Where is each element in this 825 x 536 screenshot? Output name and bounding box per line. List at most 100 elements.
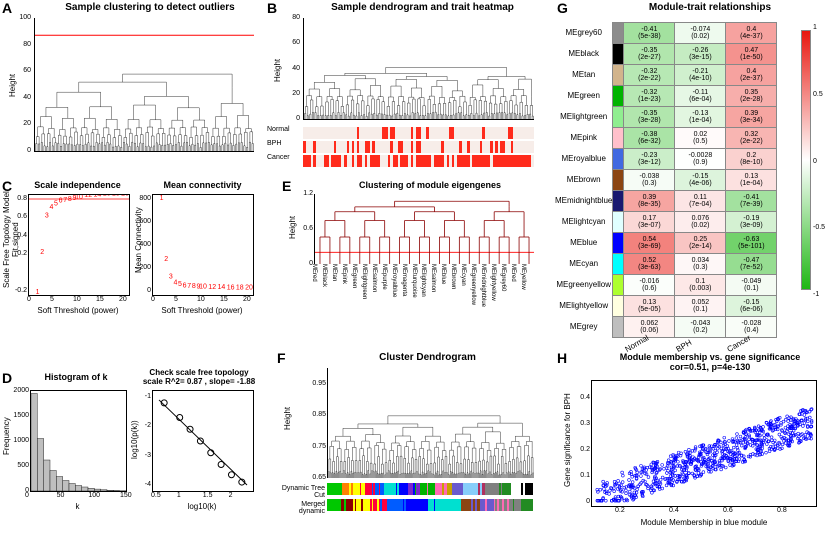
figure: A Sample clustering to detect outliers H… bbox=[0, 0, 825, 536]
heatmap-cell: 0.4(4e-37) bbox=[726, 23, 777, 44]
module-row-label: MEgrey60 bbox=[555, 23, 613, 44]
heatmap-cell: 0.11(7e-04) bbox=[675, 191, 726, 212]
module-leaf-label: MEblack bbox=[321, 264, 327, 287]
panel-b-letter: B bbox=[267, 0, 277, 16]
module-row-label: MEgrey bbox=[555, 317, 613, 338]
trait-row: BPH bbox=[303, 140, 534, 152]
module-leaf-label: MEgrey60 bbox=[500, 264, 506, 291]
panel-d-right-plot: 0.511.52-4-3-2-1 bbox=[152, 390, 254, 492]
module-color-chip bbox=[613, 275, 624, 296]
svg-text:6: 6 bbox=[183, 282, 187, 289]
svg-text:18: 18 bbox=[112, 195, 120, 197]
heatmap-cell: 0.25(2e-14) bbox=[675, 233, 726, 254]
module-leaf-label: MEtan bbox=[331, 264, 337, 281]
heatmap-cell: -0.35(2e-27) bbox=[624, 44, 675, 65]
heatmap-cell: -0.63(5e-101) bbox=[726, 233, 777, 254]
module-trait-table: MEgrey60 -0.41(5e-38)-0.074(0.02)0.4(4e-3… bbox=[555, 22, 777, 364]
panel-a-ylabel: Height bbox=[8, 20, 17, 150]
panel-d-left-xlabel: k bbox=[30, 502, 125, 511]
svg-text:14: 14 bbox=[94, 195, 102, 198]
svg-text:7: 7 bbox=[187, 283, 191, 290]
module-color-chip bbox=[613, 65, 624, 86]
panel-d-right-svg bbox=[153, 391, 253, 491]
svg-text:12: 12 bbox=[208, 284, 216, 291]
module-color-chip bbox=[613, 44, 624, 65]
svg-text:14: 14 bbox=[218, 284, 226, 291]
heatmap-cell: 0.13(1e-04) bbox=[726, 170, 777, 191]
heatmap-cell: 0.32(2e-22) bbox=[726, 128, 777, 149]
module-leaf-label: MEpurple bbox=[381, 264, 387, 290]
svg-text:8: 8 bbox=[68, 196, 72, 203]
module-row-label: MEtan bbox=[555, 65, 613, 86]
svg-text:16: 16 bbox=[103, 195, 111, 197]
heatmap-cell: -0.32(1e-23) bbox=[624, 86, 675, 107]
panel-f-dynamic-row bbox=[327, 482, 534, 494]
svg-text:5: 5 bbox=[178, 281, 182, 288]
heatmap-cell: -0.26(3e-15) bbox=[675, 44, 726, 65]
module-color-chip bbox=[613, 296, 624, 317]
svg-text:3: 3 bbox=[169, 273, 173, 280]
panel-d-letter: D bbox=[2, 370, 12, 386]
module-leaf-label: MElightcyan bbox=[420, 264, 426, 297]
module-color-chip bbox=[613, 107, 624, 128]
module-leaf-label: MElightyellow bbox=[490, 264, 496, 301]
colorbar-gradient bbox=[801, 30, 811, 290]
panel-b-trait-heatmap: NormalBPHCancer bbox=[303, 126, 534, 168]
panel-e-title: Clustering of module eigengenes bbox=[300, 180, 560, 190]
panel-b-plot: 020406080 bbox=[303, 18, 534, 120]
panel-d-left-title: Histogram of k bbox=[22, 372, 130, 382]
heatmap-cell: 0.35(2e-28) bbox=[726, 86, 777, 107]
svg-text:12: 12 bbox=[84, 195, 92, 199]
module-row-label: MEgreenyellow bbox=[555, 275, 613, 296]
module-color-chip bbox=[613, 23, 624, 44]
heatmap-cell: -0.028(0.4) bbox=[726, 317, 777, 338]
module-row-label: MElightgreen bbox=[555, 107, 613, 128]
module-color-chip bbox=[613, 233, 624, 254]
panel-f-dendrogram bbox=[328, 368, 534, 478]
panel-e: E Clustering of module eigengenes Height… bbox=[280, 178, 540, 328]
panel-d-right-ylabel: log10(p(k)) bbox=[130, 390, 139, 490]
module-leaf-label: MEmagenta bbox=[401, 264, 407, 296]
module-leaf-label: MEturquoise bbox=[411, 264, 417, 298]
svg-text:20: 20 bbox=[245, 285, 253, 292]
panel-c-left-xlabel: Soft Threshold (power) bbox=[28, 306, 128, 315]
module-leaf-label: MEmidnightblue bbox=[480, 264, 486, 307]
panel-h-xlabel: Module Membership in blue module bbox=[591, 518, 817, 527]
heatmap-cell: 0.2(8e-10) bbox=[726, 149, 777, 170]
panel-c: C Scale independence Scale Free Topology… bbox=[0, 178, 260, 323]
module-color-chip bbox=[613, 191, 624, 212]
panel-a-letter: A bbox=[2, 0, 12, 16]
panel-c-right-xlabel: Soft Threshold (power) bbox=[152, 306, 252, 315]
panel-f-rowlabel-0: Dynamic Tree Cut bbox=[275, 485, 325, 499]
panel-d-left-svg bbox=[31, 391, 126, 491]
panel-h: H Module membership vs. gene significanc… bbox=[555, 350, 825, 535]
heatmap-cell: -0.35(3e-28) bbox=[624, 107, 675, 128]
heatmap-cell: 0.54(3e-69) bbox=[624, 233, 675, 254]
panel-g-heatmap: MEgrey60 -0.41(5e-38)-0.074(0.02)0.4(4e-3… bbox=[555, 22, 787, 364]
heatmap-cell: -0.41(7e-39) bbox=[726, 191, 777, 212]
svg-text:1: 1 bbox=[36, 289, 40, 295]
panel-d-right-title: Check scale free topology scale R^2= 0.8… bbox=[140, 368, 258, 386]
heatmap-cell: -0.074(0.02) bbox=[675, 23, 726, 44]
svg-text:7: 7 bbox=[63, 197, 67, 204]
module-leaf-label: MEcyan bbox=[460, 264, 466, 286]
panel-c-right-title: Mean connectivity bbox=[150, 180, 255, 190]
panel-g-letter: G bbox=[557, 0, 568, 16]
panel-d-left-ylabel: Frequency bbox=[2, 386, 11, 486]
heatmap-cell: -0.043(0.2) bbox=[675, 317, 726, 338]
heatmap-cell: -0.038(0.3) bbox=[624, 170, 675, 191]
module-color-chip bbox=[613, 254, 624, 275]
panel-d: D Histogram of k Frequency 0501001500500… bbox=[0, 370, 260, 530]
heatmap-cell: -0.23(3e-12) bbox=[624, 149, 675, 170]
module-row-label: MEcyan bbox=[555, 254, 613, 275]
module-row-label: MEblack bbox=[555, 44, 613, 65]
heatmap-cell: 0.052(0.1) bbox=[675, 296, 726, 317]
heatmap-cell: -0.41(5e-38) bbox=[624, 23, 675, 44]
heatmap-cell: -0.32(2e-22) bbox=[624, 65, 675, 86]
module-color-chip bbox=[613, 128, 624, 149]
heatmap-cell: 0.062(0.06) bbox=[624, 317, 675, 338]
module-leaf-label: MElightgreen bbox=[361, 264, 367, 299]
panel-c-left-svg: 123456789101214161820 bbox=[29, 195, 129, 295]
panel-b-title: Sample dendrogram and trait heatmap bbox=[285, 2, 560, 13]
panel-h-title: Module membership vs. gene significance … bbox=[575, 352, 825, 372]
